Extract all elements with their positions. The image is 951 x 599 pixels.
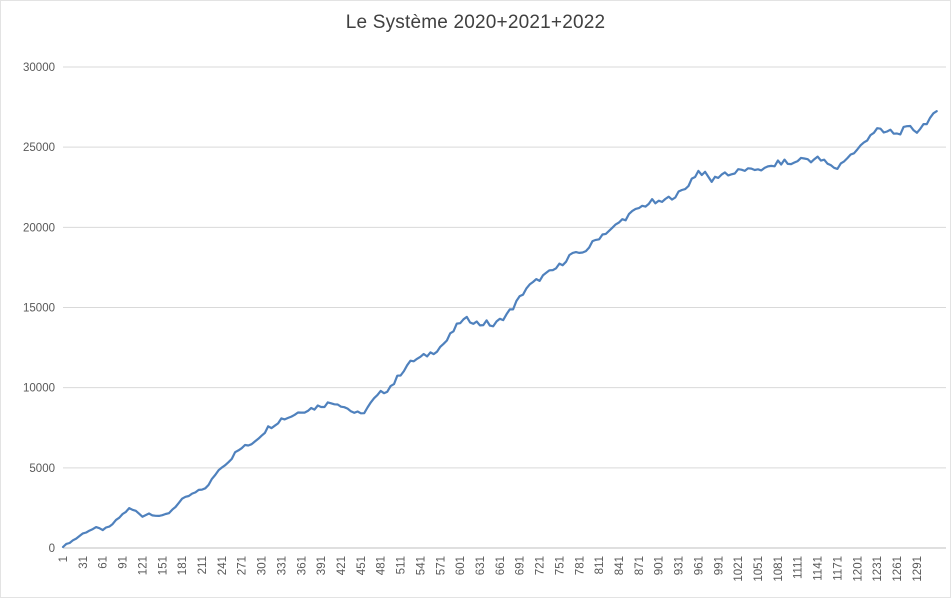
svg-text:61: 61 (98, 556, 110, 569)
svg-text:211: 211 (197, 556, 209, 574)
svg-text:10000: 10000 (23, 383, 55, 395)
svg-text:241: 241 (217, 556, 229, 575)
svg-text:361: 361 (296, 556, 308, 575)
svg-text:721: 721 (535, 556, 547, 575)
svg-text:751: 751 (554, 556, 566, 575)
svg-text:391: 391 (316, 556, 328, 575)
svg-text:1111: 1111 (793, 556, 805, 579)
svg-text:571: 571 (435, 556, 447, 575)
svg-text:1051: 1051 (753, 556, 765, 582)
svg-text:331: 331 (276, 556, 288, 575)
svg-text:20000: 20000 (23, 222, 55, 234)
svg-text:961: 961 (693, 556, 705, 575)
svg-text:5000: 5000 (29, 463, 55, 475)
svg-text:451: 451 (356, 556, 368, 575)
svg-text:1141: 1141 (813, 556, 825, 581)
svg-text:271: 271 (237, 556, 249, 575)
svg-text:121: 121 (137, 556, 149, 575)
svg-text:91: 91 (118, 556, 130, 569)
svg-text:691: 691 (515, 556, 527, 575)
svg-text:901: 901 (654, 556, 666, 575)
svg-text:1171: 1171 (832, 556, 844, 581)
svg-text:661: 661 (495, 556, 507, 575)
svg-text:421: 421 (336, 556, 348, 575)
svg-text:511: 511 (396, 556, 408, 574)
svg-text:1261: 1261 (892, 556, 904, 582)
svg-text:1: 1 (58, 556, 70, 562)
svg-text:0: 0 (49, 543, 55, 555)
svg-text:151: 151 (157, 556, 169, 575)
svg-text:991: 991 (713, 556, 725, 575)
x-tick-labels: 1 31 61 91 121 151 181 211 241 271 301 331 361 391 421… (58, 556, 924, 582)
svg-text:25000: 25000 (23, 142, 55, 154)
svg-text:1081: 1081 (773, 556, 785, 582)
svg-text:1291: 1291 (912, 556, 924, 582)
svg-text:31: 31 (78, 556, 90, 569)
series-line (61, 110, 938, 549)
y-gridlines (63, 66, 946, 549)
svg-text:541: 541 (415, 556, 427, 575)
svg-text:871: 871 (634, 556, 646, 575)
svg-text:301: 301 (257, 556, 269, 575)
svg-text:931: 931 (674, 556, 686, 575)
svg-text:841: 841 (614, 556, 626, 575)
chart-title: Le Système 2020+2021+2022 (345, 12, 606, 33)
svg-text:601: 601 (455, 556, 467, 575)
svg-text:631: 631 (475, 556, 487, 575)
svg-text:30000: 30000 (23, 62, 55, 74)
svg-text:1021: 1021 (733, 556, 745, 582)
svg-text:181: 181 (177, 556, 189, 575)
y-tick-labels: 0 5000 10000 15000 20000 25000 30000 (23, 62, 55, 555)
svg-text:781: 781 (574, 556, 586, 575)
svg-text:1201: 1201 (852, 556, 864, 582)
svg-text:15000: 15000 (23, 303, 55, 315)
svg-text:481: 481 (376, 556, 388, 575)
svg-text:811: 811 (594, 556, 606, 574)
svg-text:1231: 1231 (872, 556, 884, 582)
